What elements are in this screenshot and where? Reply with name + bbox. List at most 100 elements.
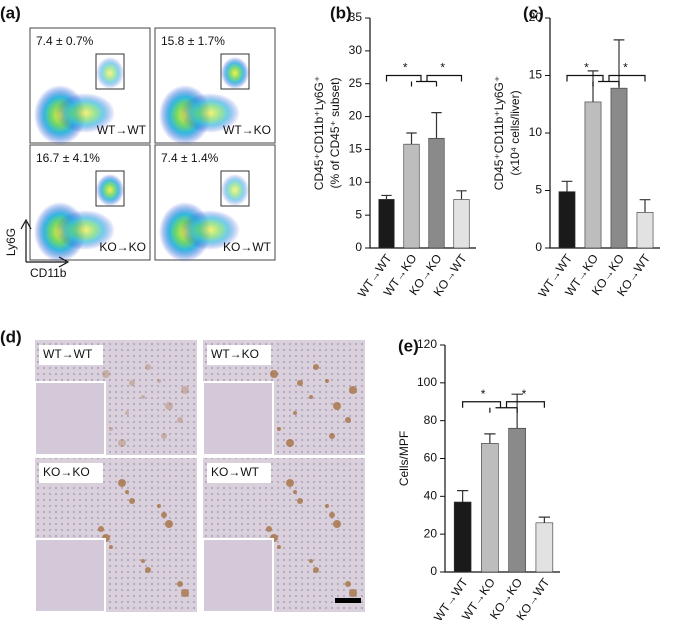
- bar: [508, 427, 526, 573]
- y-axis-label: CD45⁺CD11b⁺Ly6G⁺: [492, 76, 506, 190]
- flow-label: KO→KO: [99, 240, 146, 254]
- significance-star: *: [440, 61, 445, 75]
- gate: [220, 53, 250, 90]
- axis-arrows: [20, 218, 70, 268]
- stain: [141, 395, 145, 399]
- stain: [293, 490, 297, 494]
- label-box: [207, 463, 271, 483]
- stain: [102, 370, 110, 378]
- stain: [141, 559, 145, 563]
- stain: [157, 504, 161, 508]
- label-box: [39, 345, 103, 365]
- stain: [161, 433, 167, 439]
- significance-star: *: [481, 387, 486, 401]
- stain: [181, 589, 189, 597]
- bar: [403, 143, 420, 249]
- y-axis-label: CD45⁺CD11b⁺Ly6G⁺: [312, 76, 326, 190]
- y-tick-label: 5: [535, 183, 542, 197]
- stain: [145, 364, 151, 370]
- stain: [325, 379, 329, 383]
- y-tick-label: 5: [355, 207, 362, 221]
- y-tick-label: 15: [349, 142, 363, 156]
- y-tick-label: 10: [349, 174, 363, 188]
- stain: [109, 427, 113, 431]
- scale-bar: [335, 598, 361, 603]
- y-tick-label: 25: [349, 76, 363, 90]
- stain: [293, 411, 297, 415]
- stain: [277, 427, 281, 431]
- gate: [220, 170, 250, 207]
- inset: [34, 381, 106, 456]
- y-tick-label: 0: [430, 564, 437, 578]
- error-bar: [538, 516, 551, 523]
- y-tick-label: 80: [424, 413, 438, 427]
- stain: [125, 411, 129, 415]
- bracket: [566, 74, 646, 87]
- y-tick-label: 40: [424, 489, 438, 503]
- y-tick-label: 0: [535, 240, 542, 254]
- panel-label: (a): [0, 3, 21, 22]
- stain: [309, 395, 313, 399]
- y-axis-label: (x10⁴ cells/liver): [508, 90, 522, 175]
- bar: [453, 199, 470, 249]
- bar: [535, 522, 554, 573]
- stain: [270, 370, 278, 378]
- histology-label: KO→WT: [211, 465, 260, 479]
- gate: [95, 53, 125, 90]
- histology-label: WT→KO: [211, 347, 259, 361]
- stain: [313, 364, 319, 370]
- bracket: [385, 74, 463, 87]
- bar: [378, 199, 395, 249]
- inset: [202, 538, 274, 613]
- stain: [345, 417, 351, 423]
- stain: [145, 567, 151, 573]
- panel-label: (b): [330, 3, 352, 22]
- stain: [109, 545, 113, 549]
- y-tick-label: 20: [349, 109, 363, 123]
- density: [55, 210, 115, 250]
- stain: [277, 545, 281, 549]
- flow-stat: 15.8 ± 1.7%: [161, 34, 225, 48]
- density: [55, 93, 115, 133]
- stain: [325, 504, 329, 508]
- density: [221, 57, 249, 89]
- density: [96, 57, 124, 89]
- density: [221, 174, 249, 206]
- flow-x-axis: CD11b: [30, 266, 67, 280]
- bar: [558, 191, 576, 249]
- bar: [453, 501, 472, 573]
- stain: [286, 439, 294, 447]
- label-box: [39, 463, 103, 483]
- label-box: [207, 345, 271, 365]
- y-tick-label: 0: [355, 240, 362, 254]
- flow-stat: 7.4 ± 0.7%: [36, 34, 94, 48]
- flow-stat: 16.7 ± 4.1%: [36, 151, 100, 165]
- histology-label: WT→WT: [43, 347, 93, 361]
- stain: [165, 402, 173, 410]
- inset: [34, 538, 106, 613]
- y-tick-label: 120: [417, 337, 437, 351]
- density: [180, 210, 240, 250]
- y-axis-label: (% of CD45⁺ subset): [328, 77, 342, 188]
- stain: [309, 559, 313, 563]
- stain: [333, 520, 341, 528]
- stain: [161, 512, 167, 518]
- y-tick-label: 100: [417, 375, 437, 389]
- significance-star: *: [522, 387, 527, 401]
- stain: [286, 479, 294, 487]
- y-axis-label: Cells/MPF: [397, 431, 411, 486]
- bar: [636, 212, 654, 249]
- significance-star: *: [403, 61, 408, 75]
- error-bar: [613, 39, 625, 89]
- stain: [297, 498, 303, 504]
- stain: [118, 439, 126, 447]
- stain: [313, 567, 319, 573]
- error-bar: [561, 180, 573, 192]
- panel-label: (c): [523, 3, 544, 22]
- stain: [129, 380, 135, 386]
- bar: [428, 137, 445, 249]
- stain: [98, 526, 104, 532]
- error-bar: [406, 132, 417, 145]
- bar: [481, 443, 499, 573]
